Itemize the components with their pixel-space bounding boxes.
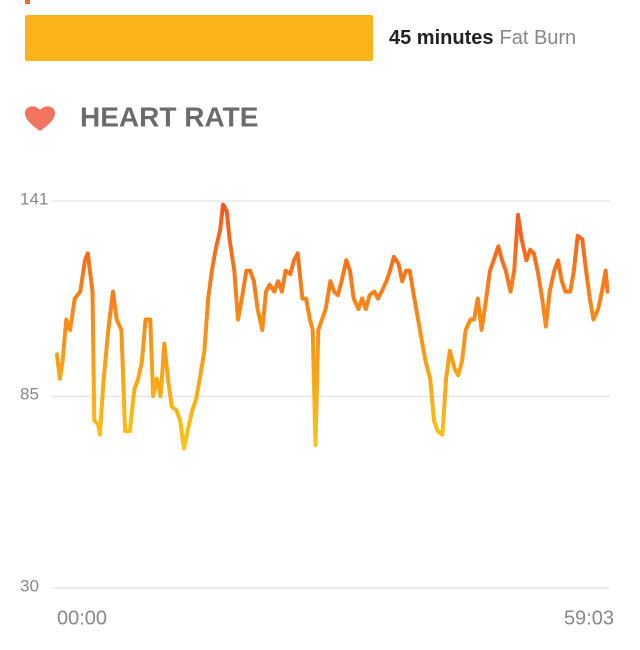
chart-title: HEART RATE: [80, 101, 258, 132]
y-tick-label: 85: [20, 385, 39, 404]
zone-duration: 45 minutes: [389, 27, 493, 49]
heart-icon: [24, 106, 56, 131]
y-tick-label: 30: [20, 576, 39, 595]
zone-bar: [25, 15, 373, 61]
heart-rate-line: [55, 202, 610, 451]
x-tick-label: 59:03: [564, 607, 614, 629]
y-tick-label: 141: [20, 189, 48, 208]
zone-label: Fat Burn: [499, 27, 576, 49]
zone-text: 45 minutes Fat Burn: [389, 27, 576, 49]
zone-edge: [25, 0, 30, 4]
x-tick-label: 00:00: [57, 607, 107, 629]
